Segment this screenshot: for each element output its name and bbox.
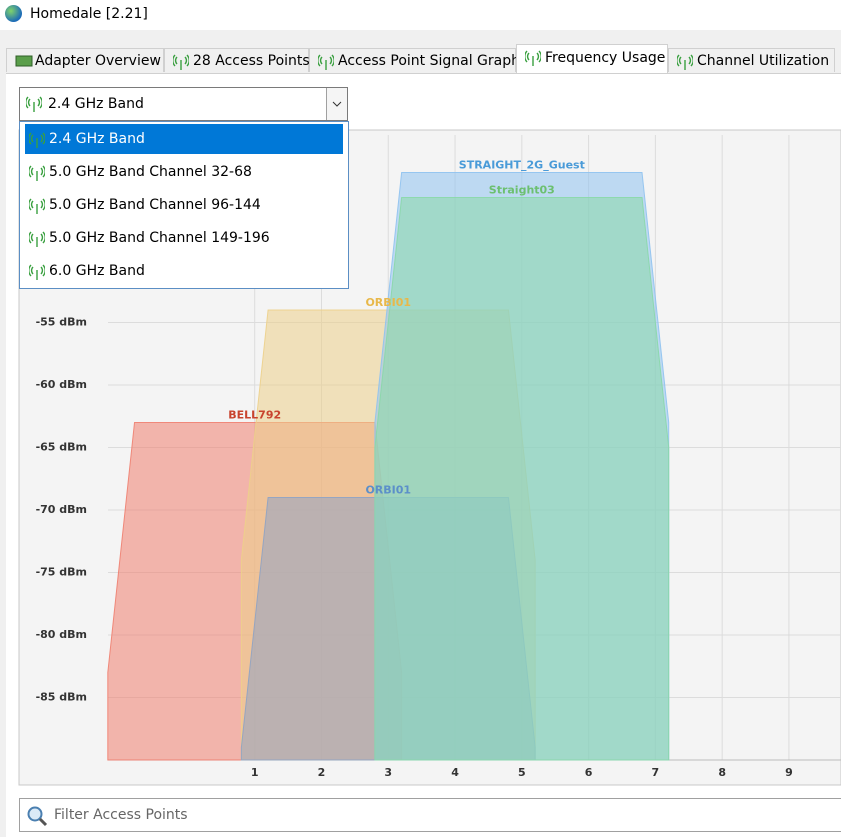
antenna-icon bbox=[26, 96, 42, 112]
y-tick-label: -65 dBm bbox=[36, 441, 87, 454]
dropdown-option[interactable]: 5.0 GHz Band Channel 96-144 bbox=[25, 190, 343, 220]
dropdown-option[interactable]: 2.4 GHz Band bbox=[25, 124, 343, 154]
y-tick-label: -60 dBm bbox=[36, 378, 87, 391]
option-label: 5.0 GHz Band Channel 149-196 bbox=[49, 230, 270, 246]
app-icon bbox=[5, 5, 22, 22]
tab-label: Adapter Overview bbox=[35, 53, 161, 69]
y-tick-label: -85 dBm bbox=[36, 691, 87, 704]
x-tick-label: 6 bbox=[585, 766, 593, 779]
x-tick-label: 3 bbox=[384, 766, 392, 779]
y-tick-label: -75 dBm bbox=[36, 566, 87, 579]
band-dropdown[interactable]: 2.4 GHz Band bbox=[19, 87, 348, 121]
y-tick-label: -80 dBm bbox=[36, 628, 87, 641]
search-icon bbox=[27, 806, 48, 827]
dropdown-option[interactable]: 5.0 GHz Band Channel 32-68 bbox=[25, 157, 343, 187]
x-tick-label: 9 bbox=[785, 766, 793, 779]
y-tick-label: -70 dBm bbox=[36, 503, 87, 516]
dropdown-option[interactable]: 6.0 GHz Band bbox=[25, 256, 343, 286]
title-bar: Homedale [2.21] bbox=[0, 0, 841, 30]
x-tick-label: 8 bbox=[718, 766, 726, 779]
network-label: STRAIGHT_2G_Guest bbox=[459, 159, 585, 172]
network-label: ORBI01 bbox=[365, 484, 411, 497]
x-tick-label: 5 bbox=[518, 766, 526, 779]
filter-placeholder: Filter Access Points bbox=[54, 807, 188, 823]
tab-label: Frequency Usage bbox=[545, 50, 666, 66]
tab-label: Channel Utilization bbox=[697, 53, 830, 69]
tab[interactable]: Access Point Signal Graph bbox=[309, 48, 520, 72]
network-label: BELL792 bbox=[228, 409, 281, 422]
option-label: 5.0 GHz Band Channel 96-144 bbox=[49, 197, 261, 213]
x-tick-label: 1 bbox=[251, 766, 259, 779]
filter-input[interactable]: Filter Access Points bbox=[19, 798, 841, 832]
tab[interactable]: Channel Utilization bbox=[668, 48, 835, 72]
x-tick-label: 4 bbox=[451, 766, 459, 779]
x-tick-label: 7 bbox=[652, 766, 660, 779]
window-title: Homedale [2.21] bbox=[30, 6, 148, 22]
dropdown-list: 2.4 GHz Band 5.0 GHz Band Channel 32-68 5.… bbox=[19, 121, 349, 289]
dropdown-button[interactable] bbox=[326, 88, 347, 120]
option-label: 5.0 GHz Band Channel 32-68 bbox=[49, 164, 252, 180]
tab-strip: Adapter Overview 28 Access Points Access P… bbox=[6, 44, 841, 74]
y-tick-label: -55 dBm bbox=[36, 316, 87, 329]
network-label: Straight03 bbox=[489, 184, 555, 197]
tab[interactable]: Frequency Usage bbox=[516, 44, 668, 73]
option-label: 6.0 GHz Band bbox=[49, 263, 145, 279]
network-signal bbox=[374, 197, 670, 761]
tab[interactable]: 28 Access Points bbox=[164, 48, 310, 72]
tab-label: 28 Access Points bbox=[193, 53, 310, 69]
x-tick-label: 2 bbox=[318, 766, 326, 779]
tab[interactable]: Adapter Overview bbox=[6, 48, 164, 72]
dropdown-option[interactable]: 5.0 GHz Band Channel 149-196 bbox=[25, 223, 343, 253]
network-label: ORBI01 bbox=[365, 296, 411, 309]
tab-label: Access Point Signal Graph bbox=[338, 53, 520, 69]
dropdown-value: 2.4 GHz Band bbox=[48, 96, 144, 112]
option-label: 2.4 GHz Band bbox=[49, 131, 145, 147]
